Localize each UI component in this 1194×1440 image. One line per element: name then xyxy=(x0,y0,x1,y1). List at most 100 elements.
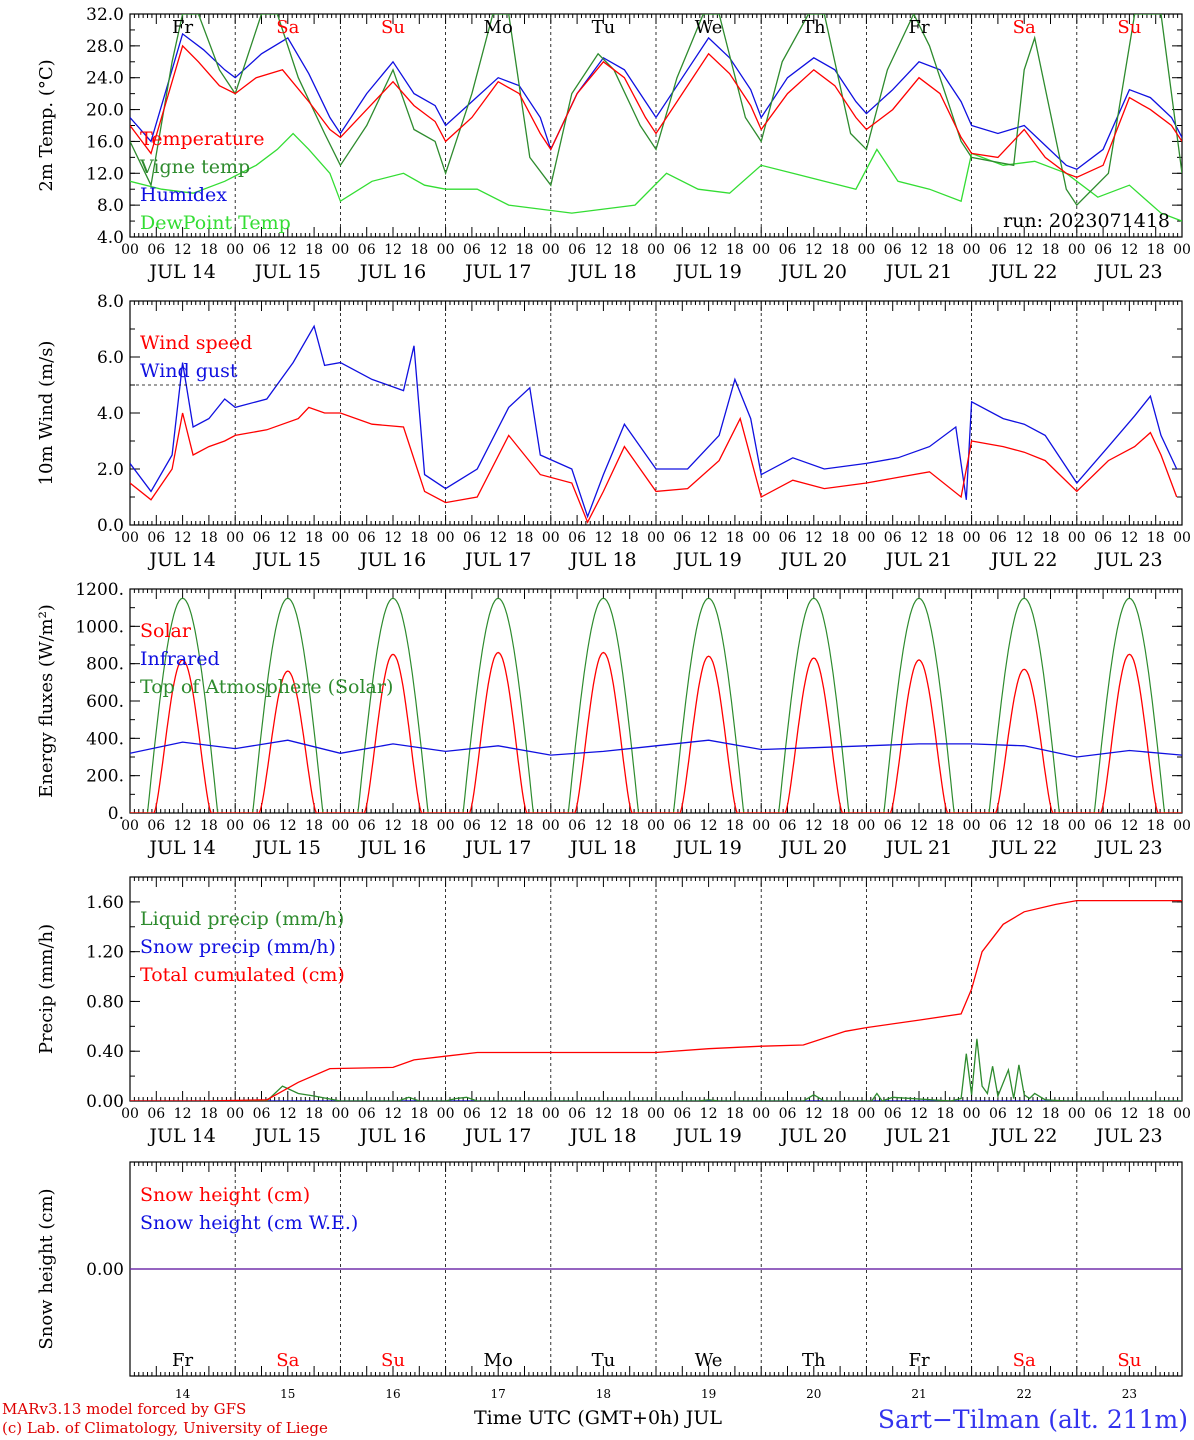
weekday-label: Mo xyxy=(484,1350,513,1371)
x-hour-label: 18 xyxy=(936,242,954,258)
x-hour-label: 12 xyxy=(489,1106,507,1122)
weekday-label: Th xyxy=(802,17,826,38)
x-hour-label: 12 xyxy=(1015,1106,1033,1122)
x-hour-label: 06 xyxy=(568,530,586,546)
legend-entry: Humidex xyxy=(140,184,227,206)
x-hour-label: 18 xyxy=(726,818,744,834)
x-hour-label: 12 xyxy=(489,530,507,546)
day-number-label: 17 xyxy=(491,1387,506,1401)
x-hour-label: 18 xyxy=(305,1106,323,1122)
series-line-vigne-temp xyxy=(130,14,1182,207)
panel-temp: 4.0 8.0 12.0 16.0 20.0 24.0 28.0 32.0 2m Temp. (… xyxy=(36,5,1191,283)
x-hour-label: 12 xyxy=(1015,242,1033,258)
weekday-label: We xyxy=(695,1350,723,1371)
x-hour-label: 12 xyxy=(805,818,823,834)
weekday-label: Mo xyxy=(484,17,513,38)
x-hour-label: 12 xyxy=(910,242,928,258)
y-tick-label: 0. xyxy=(108,804,124,824)
x-hour-label: 12 xyxy=(279,1106,297,1122)
x-hour-label: 06 xyxy=(358,242,376,258)
x-date-label: JUL 19 xyxy=(673,261,741,283)
x-date-label: JUL 21 xyxy=(884,261,952,283)
x-hour-label: 00 xyxy=(1068,818,1086,834)
x-hour-label: 06 xyxy=(568,1106,586,1122)
x-hour-label: 18 xyxy=(305,818,323,834)
x-hour-label: 06 xyxy=(779,818,797,834)
panel-energy: 0. 200. 400. 600. 800. 1000. 1200. Energy fluxe… xyxy=(36,580,1191,859)
x-hour-label: 06 xyxy=(568,818,586,834)
weekday-label: Su xyxy=(1117,1350,1141,1371)
x-hour-label: 12 xyxy=(594,818,612,834)
x-hour-label: 06 xyxy=(989,1106,1007,1122)
x-axis-title: Time UTC (GMT+0h) JUL xyxy=(474,1407,722,1429)
panel-frame xyxy=(129,300,1183,526)
x-date-label: JUL 22 xyxy=(989,837,1057,859)
x-hour-label: 06 xyxy=(673,530,691,546)
x-hour-label: 12 xyxy=(174,1106,192,1122)
x-hour-label: 18 xyxy=(936,1106,954,1122)
x-hour-label: 06 xyxy=(253,242,271,258)
weekday-label: Fr xyxy=(908,17,929,38)
x-hour-label: 06 xyxy=(147,818,165,834)
x-hour-label: 12 xyxy=(910,1106,928,1122)
x-hour-label: 12 xyxy=(594,1106,612,1122)
weekday-label: Fr xyxy=(908,1350,929,1371)
x-hour-label: 18 xyxy=(1042,530,1060,546)
x-hour-label: 00 xyxy=(437,530,455,546)
x-hour-label: 00 xyxy=(226,242,244,258)
x-date-label: JUL 16 xyxy=(358,549,426,571)
x-hour-label: 00 xyxy=(963,818,981,834)
series-line-liquid-precip-mm-h- xyxy=(130,1038,1182,1101)
x-hour-label: 12 xyxy=(594,242,612,258)
series-line-temperature xyxy=(130,44,1182,179)
x-hour-label: 12 xyxy=(594,530,612,546)
x-hour-label: 12 xyxy=(279,818,297,834)
x-hour-label: 00 xyxy=(121,818,139,834)
x-hour-label: 18 xyxy=(936,818,954,834)
y-axis-title: Snow height (cm) xyxy=(36,1188,57,1349)
x-hour-label: 12 xyxy=(805,242,823,258)
x-date-label: JUL 23 xyxy=(1094,261,1162,283)
y-tick-label: 12.0 xyxy=(86,164,124,184)
x-hour-label: 18 xyxy=(516,242,534,258)
x-hour-label: 00 xyxy=(647,530,665,546)
x-hour-label: 06 xyxy=(147,530,165,546)
weekday-label: Su xyxy=(1117,17,1141,38)
legend-entry: Snow height (cm) xyxy=(140,1184,310,1206)
x-hour-label: 12 xyxy=(489,818,507,834)
x-hour-label: 00 xyxy=(857,530,875,546)
x-hour-label: 12 xyxy=(1120,818,1138,834)
x-hour-label: 12 xyxy=(279,242,297,258)
x-date-label: JUL 22 xyxy=(989,1125,1057,1147)
weekday-label: We xyxy=(695,17,723,38)
x-date-label: JUL 19 xyxy=(673,837,741,859)
x-hour-label: 18 xyxy=(1147,1106,1165,1122)
x-hour-label: 06 xyxy=(989,818,1007,834)
x-date-label: JUL 17 xyxy=(463,837,531,859)
x-date-label: JUL 23 xyxy=(1094,1125,1162,1147)
y-tick-label: 16.0 xyxy=(86,132,124,152)
weekday-label: Sa xyxy=(276,1350,299,1371)
x-hour-label: 18 xyxy=(200,530,218,546)
x-hour-label: 18 xyxy=(1147,818,1165,834)
weekday-label: Sa xyxy=(1013,17,1036,38)
x-hour-label: 18 xyxy=(200,242,218,258)
x-hour-label: 00 xyxy=(226,530,244,546)
x-date-label: JUL 17 xyxy=(463,1125,531,1147)
y-tick-label: 6.0 xyxy=(97,348,124,368)
x-hour-label: 06 xyxy=(358,818,376,834)
x-hour-label: 06 xyxy=(884,818,902,834)
x-hour-label: 06 xyxy=(253,818,271,834)
x-hour-label: 00 xyxy=(752,818,770,834)
x-date-label: JUL 16 xyxy=(358,837,426,859)
x-hour-label: 18 xyxy=(1147,530,1165,546)
x-hour-label: 00 xyxy=(963,530,981,546)
legend-entry: Snow precip (mm/h) xyxy=(140,936,336,958)
run-annotation: run: 2023071418 xyxy=(1003,210,1170,232)
x-hour-label: 12 xyxy=(1120,530,1138,546)
x-hour-label: 00 xyxy=(121,242,139,258)
x-hour-label: 00 xyxy=(1068,1106,1086,1122)
x-hour-label: 00 xyxy=(752,1106,770,1122)
weekday-label: Fr xyxy=(172,1350,193,1371)
x-hour-label: 12 xyxy=(700,1106,718,1122)
